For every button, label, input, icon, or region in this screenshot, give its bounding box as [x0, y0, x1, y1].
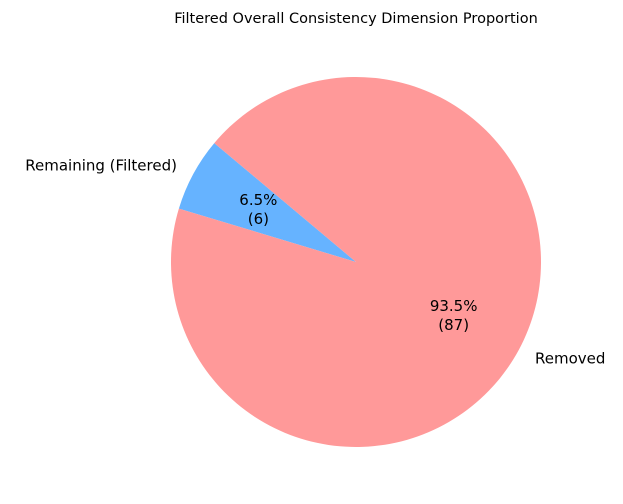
slice-label-0: Remaining (Filtered)	[25, 156, 177, 174]
pie-labels: Remaining (Filtered) 6.5%(6) Removed 93.5%(…	[25, 156, 605, 367]
pie-slice-0	[178, 143, 356, 262]
pie-slices	[171, 76, 542, 447]
slice-count-label-0: (6)	[248, 210, 269, 228]
chart-title: Filtered Overall Consistency Dimension P…	[174, 11, 538, 27]
slice-percent-label-0: 6.5%	[239, 191, 277, 209]
slice-label-1: Removed	[535, 350, 605, 368]
slice-count-label-1: (87)	[438, 316, 469, 334]
slice-percent-label-1: 93.5%	[430, 297, 478, 315]
pie-slice-1	[171, 76, 542, 447]
